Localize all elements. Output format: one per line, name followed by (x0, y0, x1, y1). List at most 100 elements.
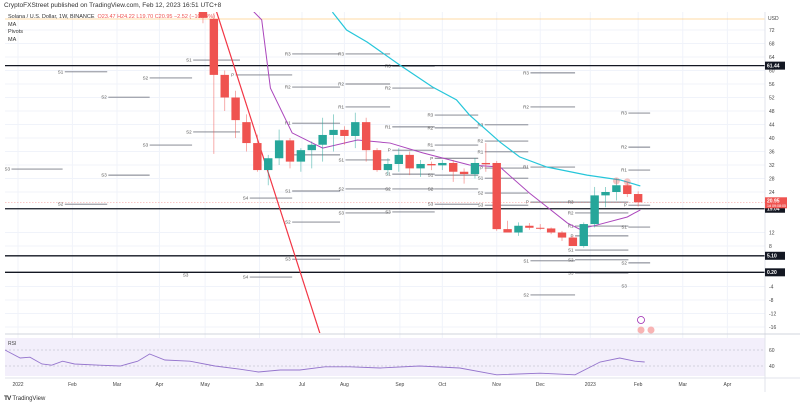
candle (590, 186, 599, 228)
pivot-label: S1 (478, 176, 484, 181)
price-tick-label: -12 (769, 311, 776, 317)
time-tick-label: Mar (678, 382, 687, 388)
pivot-label: S1 (285, 188, 291, 193)
candle-body (612, 185, 621, 192)
candle-body (296, 150, 306, 162)
candle (340, 126, 349, 145)
price-tick-label: 56 (769, 82, 775, 88)
main-pane: S3 S1 S2 S2 S3 S2 S3 S1 S2 S3 P S4 S4 R3 R2 R1 P S1 S2 S3 R3… (5, 12, 765, 333)
candle-body (568, 237, 578, 246)
tradingview-brand[interactable]: TV TradingView (4, 395, 45, 402)
price-tick-label: 12 (769, 230, 775, 236)
pivot-label: R3 (338, 51, 344, 56)
price-tick-label: -8 (769, 298, 774, 304)
price-tick-label: 28 (769, 176, 775, 182)
candle-body (394, 154, 403, 164)
candle (514, 222, 523, 236)
level-price-label: 61.44 (767, 63, 780, 69)
level-price-badge (765, 204, 785, 213)
indicator-ma-2[interactable]: MA (8, 36, 17, 43)
pivot-label: S4 (243, 196, 249, 201)
candle (536, 224, 545, 230)
candle-body (209, 18, 219, 75)
candle-body (514, 225, 523, 233)
candle (449, 159, 458, 182)
pivot-label: S3 (621, 284, 627, 289)
candle-body (253, 143, 262, 171)
candle-body (351, 122, 360, 136)
pivot-label: R2 (523, 104, 529, 109)
us-flag-event-icon[interactable] (637, 326, 645, 334)
tradingview-logo-icon: TV (4, 395, 11, 402)
candle-body (557, 232, 567, 238)
candle (492, 160, 501, 231)
last-price-badge (765, 197, 787, 209)
pivot-label: P (388, 148, 391, 153)
price-tick-label: 44 (769, 122, 775, 128)
pivot-label: S3 (183, 273, 189, 278)
pivot-label: R3 (568, 200, 574, 205)
candle-body (405, 154, 414, 169)
pivot-label: R1 (285, 121, 291, 126)
candle (361, 117, 371, 162)
brand-name: TradingView (12, 395, 46, 402)
pivot-label: S2 (478, 191, 484, 196)
pivot-label: R2 (385, 86, 391, 91)
pivot-high-marker (612, 177, 620, 185)
pivot-label: P (480, 166, 483, 171)
candle-body (274, 140, 284, 159)
level-price-label: 5.10 (767, 254, 777, 260)
price-axis[interactable]: 72 68 64 60 56 52 48 44 40 36 32 28 24 12 8 -4 -8 -12 -16 6… (765, 28, 787, 370)
time-tick-label: Aug (340, 382, 349, 388)
candle-body (449, 162, 458, 172)
pivot-label: S2 (143, 75, 149, 80)
candle (351, 112, 360, 149)
time-axis[interactable]: 2022 Feb Mar Apr May Jun Jul Aug Sep Oct Nov Dec 202… (12, 382, 731, 388)
candle (307, 141, 316, 169)
time-tick-label: Mar (113, 382, 122, 388)
candle-body (470, 162, 480, 175)
pivot-label: S1 (186, 58, 192, 63)
candle (623, 181, 632, 198)
pivot-label: S2 (621, 260, 627, 265)
indicator-pivots[interactable]: Pivots (8, 29, 23, 36)
level-price-label: 19.04 (767, 207, 780, 213)
level-price-label: 0.20 (767, 270, 777, 276)
candle (579, 222, 588, 248)
rsi-tick-label: 40 (769, 364, 775, 370)
price-tick-label: 68 (769, 41, 775, 47)
pivot-label: S2 (523, 292, 529, 297)
pivot-label: S1 (58, 69, 64, 74)
us-flag-event-icon[interactable] (647, 326, 655, 334)
level-price-badge (765, 268, 785, 277)
dividend-event-icon[interactable] (637, 316, 645, 324)
currency-label: USD (768, 16, 779, 22)
candle (427, 161, 436, 171)
indicator-ma-1[interactable]: MA (8, 21, 17, 28)
candle (296, 148, 306, 172)
candle (372, 148, 382, 172)
candle-body (492, 162, 501, 230)
rsi-tick-label: 60 (769, 348, 775, 354)
time-tick-label: Sep (395, 382, 404, 388)
pivot-label: R1 (338, 104, 344, 109)
pivot-label: R2 (621, 145, 627, 150)
rsi-label: RSI (8, 341, 16, 347)
candle (264, 154, 273, 186)
price-tick-label: 24 (769, 190, 775, 196)
pivot-label: S1 (621, 225, 627, 230)
candle (470, 158, 480, 179)
symbol-row[interactable]: Solana / U.S. Dollar, 1W, BINANCE O23.47 … (8, 14, 215, 22)
pivot-label: S4 (243, 275, 249, 280)
pivot-label: P (571, 233, 574, 238)
price-tick-label: 32 (769, 163, 775, 169)
time-tick-label: May (200, 382, 210, 388)
pivot-label: S2 (186, 129, 192, 134)
candle (242, 114, 251, 152)
pivot-label: S3 (143, 143, 149, 148)
event-icons[interactable] (637, 316, 655, 334)
time-tick-label: Apr (156, 382, 164, 388)
candle-body (579, 224, 588, 246)
pivot-high-marker (623, 178, 631, 186)
